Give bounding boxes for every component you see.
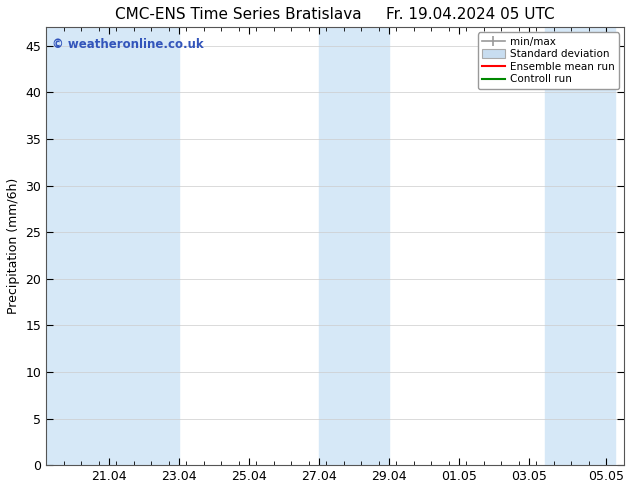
Bar: [545, 27, 615, 465]
Legend: min/max, Standard deviation, Ensemble mean run, Controll run: min/max, Standard deviation, Ensemble me…: [477, 32, 619, 89]
Y-axis label: Precipitation (mm/6h): Precipitation (mm/6h): [7, 178, 20, 315]
Bar: [109, 27, 179, 465]
Title: CMC-ENS Time Series Bratislava     Fr. 19.04.2024 05 UTC: CMC-ENS Time Series Bratislava Fr. 19.04…: [115, 7, 555, 22]
Bar: [319, 27, 389, 465]
Bar: [46, 27, 109, 465]
Text: © weatheronline.co.uk: © weatheronline.co.uk: [52, 38, 204, 51]
